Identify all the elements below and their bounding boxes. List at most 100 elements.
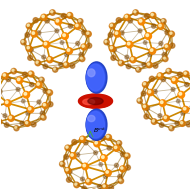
Circle shape [127,43,130,47]
Circle shape [150,49,153,51]
Circle shape [125,154,128,156]
Circle shape [68,13,70,16]
Circle shape [84,140,88,145]
Circle shape [40,78,42,80]
Circle shape [37,31,41,35]
Circle shape [26,111,30,115]
Circle shape [171,77,178,84]
Ellipse shape [88,98,103,105]
Circle shape [75,183,77,185]
Circle shape [67,12,73,18]
Circle shape [117,141,119,143]
Circle shape [166,68,172,74]
Circle shape [56,19,59,22]
Circle shape [40,111,45,115]
Circle shape [178,91,185,98]
Circle shape [25,33,30,37]
Circle shape [80,57,83,59]
Ellipse shape [83,99,95,105]
Circle shape [109,46,115,51]
Circle shape [48,91,50,93]
Circle shape [82,165,86,169]
Circle shape [133,10,138,15]
Circle shape [23,72,28,77]
Circle shape [165,30,170,35]
Circle shape [131,58,134,60]
Circle shape [32,32,35,34]
Circle shape [115,32,118,34]
Circle shape [151,119,157,124]
Circle shape [185,83,189,87]
Circle shape [51,11,53,13]
Circle shape [75,23,81,29]
Circle shape [157,73,163,79]
Ellipse shape [79,94,112,108]
Circle shape [104,40,109,45]
Circle shape [100,155,107,161]
Circle shape [65,167,71,173]
Circle shape [118,174,122,179]
Circle shape [97,184,102,189]
Ellipse shape [80,96,111,107]
Circle shape [149,48,156,54]
Circle shape [81,44,87,50]
Ellipse shape [87,64,105,91]
Circle shape [0,89,2,94]
Circle shape [180,122,183,124]
Circle shape [81,137,83,139]
Circle shape [72,139,77,145]
Circle shape [121,167,123,169]
Circle shape [143,105,146,108]
Circle shape [159,123,164,127]
Circle shape [31,122,36,127]
Circle shape [151,24,156,28]
Circle shape [175,121,179,125]
Circle shape [27,106,34,113]
Text: $B^{\mathregular{ext}}$: $B^{\mathregular{ext}}$ [93,126,107,135]
Circle shape [83,164,86,167]
Circle shape [22,40,24,43]
Circle shape [60,41,64,44]
Circle shape [28,55,33,60]
Circle shape [9,116,11,119]
Circle shape [66,168,68,171]
Circle shape [146,62,152,68]
Circle shape [110,24,112,26]
Circle shape [95,141,97,144]
Circle shape [105,40,107,43]
Circle shape [76,41,80,45]
Circle shape [147,63,150,65]
Circle shape [68,24,73,28]
Ellipse shape [86,110,106,139]
Circle shape [3,74,6,76]
Circle shape [100,136,105,140]
Circle shape [55,29,59,33]
Circle shape [2,73,8,79]
Circle shape [17,78,20,81]
Circle shape [45,19,49,23]
Circle shape [82,186,87,189]
Circle shape [138,29,142,33]
Circle shape [170,32,172,34]
Circle shape [25,122,28,124]
Circle shape [106,134,112,140]
Circle shape [114,146,117,149]
Circle shape [158,23,164,29]
Circle shape [109,185,113,189]
Circle shape [152,120,155,122]
Circle shape [153,89,157,94]
Circle shape [0,119,2,124]
Circle shape [39,77,44,82]
Circle shape [120,166,126,172]
Circle shape [105,170,111,176]
Circle shape [48,58,50,60]
Circle shape [106,171,108,173]
Circle shape [16,77,23,84]
Circle shape [143,83,146,85]
Circle shape [163,57,166,59]
Circle shape [86,178,92,185]
Circle shape [176,99,180,103]
Circle shape [107,135,109,138]
Ellipse shape [81,96,110,106]
Circle shape [138,19,145,25]
